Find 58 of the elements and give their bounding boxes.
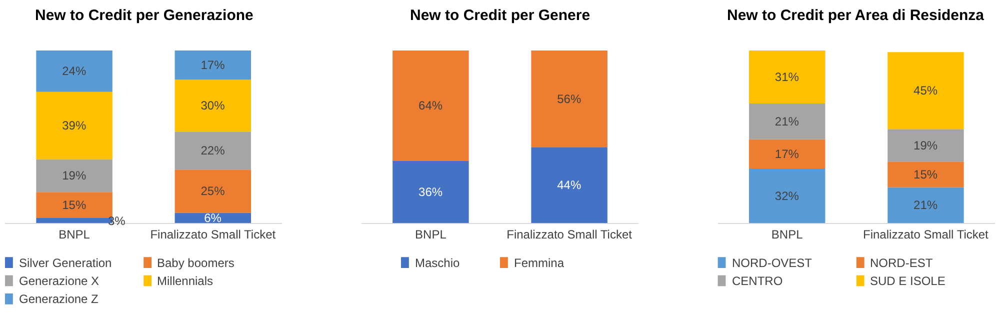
data-label: 19% xyxy=(914,138,938,152)
data-label: 56% xyxy=(557,92,582,106)
data-label: 17% xyxy=(200,58,226,72)
bar xyxy=(36,92,112,160)
bar xyxy=(174,80,252,132)
data-label: 25% xyxy=(200,184,226,198)
x-tick-label: Finalizzato Small Ticket xyxy=(150,228,276,242)
legend-label: Femmina xyxy=(514,256,564,270)
legend-label: Millennials xyxy=(157,274,214,288)
data-label: 17% xyxy=(774,146,800,161)
bar xyxy=(748,168,826,224)
data-label: 36% xyxy=(418,185,443,200)
legend-label: Maschio xyxy=(415,256,460,270)
x-tick-label: BNPL xyxy=(415,228,447,242)
legend-label: NORD-EST xyxy=(870,256,934,270)
chart-title: New to Credit per Area di Residenza xyxy=(727,7,985,24)
bar xyxy=(888,52,964,130)
x-tick-label: Finalizzato Small Ticket xyxy=(506,228,633,242)
legend-label: NORD-OVEST xyxy=(732,256,813,270)
data-label: 45% xyxy=(914,84,938,98)
data-label: 6% xyxy=(204,210,222,225)
data-label: 30% xyxy=(200,98,226,113)
data-label: 19% xyxy=(62,168,86,183)
bar xyxy=(174,170,252,213)
x-tick-label: Finalizzato Small Ticket xyxy=(863,228,990,242)
bar xyxy=(748,103,826,140)
data-label: 21% xyxy=(774,114,800,128)
legend-label: SUD E ISOLE xyxy=(870,274,946,288)
data-label: 15% xyxy=(62,198,86,212)
bar xyxy=(888,162,964,188)
bar xyxy=(174,132,252,170)
x-tick-label: BNPL xyxy=(58,228,90,242)
data-label: 3% xyxy=(108,214,126,228)
legend-label: Baby boomers xyxy=(157,256,234,270)
legend-label: Generazione Z xyxy=(19,292,98,306)
bar xyxy=(748,50,826,104)
data-label: 21% xyxy=(914,198,938,212)
bar xyxy=(36,192,112,218)
chart-title: New to Credit per Genere xyxy=(410,7,590,24)
data-label: 31% xyxy=(774,70,800,84)
data-label: 64% xyxy=(418,98,443,113)
bar xyxy=(888,129,964,162)
legend-label: CENTRO xyxy=(732,274,783,288)
data-label: 39% xyxy=(62,118,86,133)
bar xyxy=(174,50,252,80)
legend-label: Silver Generation xyxy=(19,256,112,270)
x-tick-label: BNPL xyxy=(771,228,804,242)
bar xyxy=(748,139,826,168)
data-label: 24% xyxy=(62,64,86,78)
data-label: 44% xyxy=(557,178,582,192)
data-label: 32% xyxy=(774,188,800,203)
bar xyxy=(36,50,112,92)
legend-label: Generazione X xyxy=(19,274,100,288)
data-label: 22% xyxy=(200,144,226,158)
chart-title: New to Credit per Generazione xyxy=(35,7,254,24)
data-label: 15% xyxy=(914,167,938,182)
bar xyxy=(888,187,964,224)
bar xyxy=(36,159,112,192)
